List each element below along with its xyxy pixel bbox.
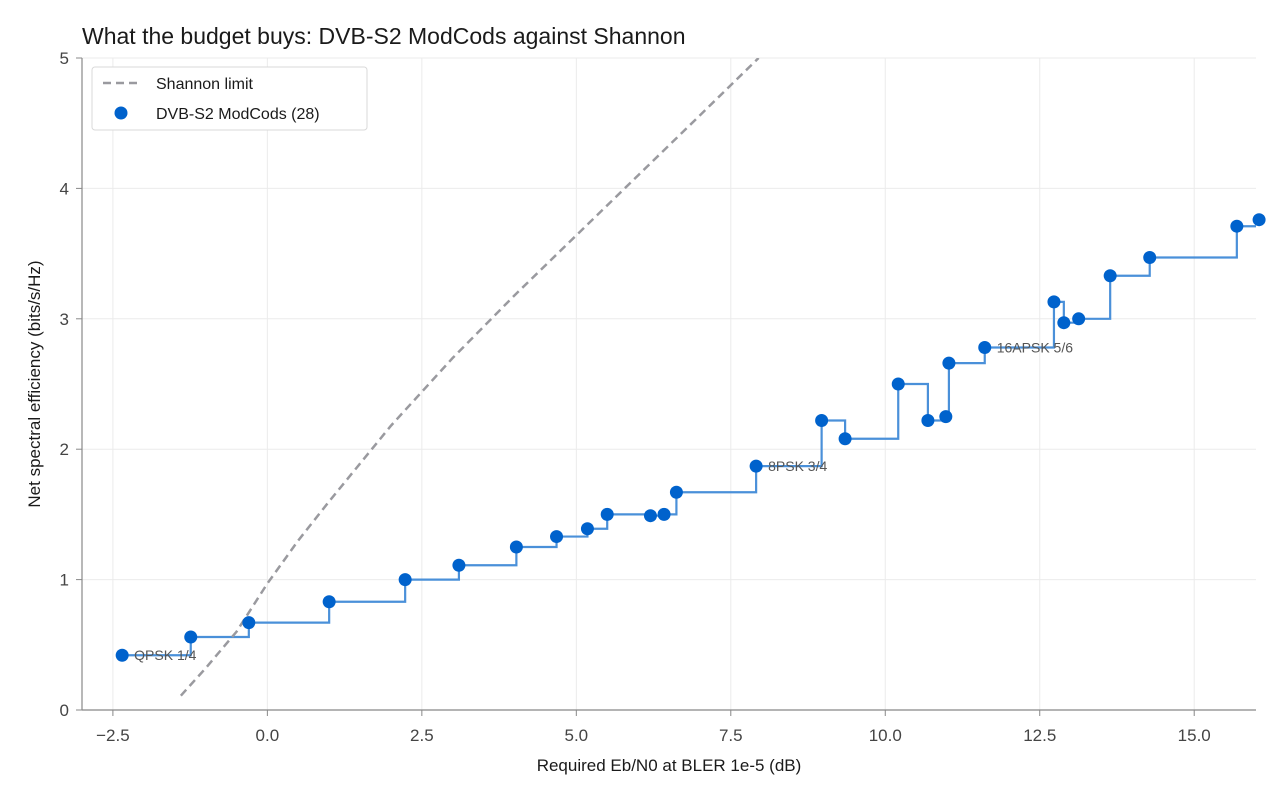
x-axis-label: Required Eb/N0 at BLER 1e-5 (dB): [537, 756, 802, 775]
axes: [81, 58, 1256, 711]
modcod-point: [921, 414, 935, 428]
modcod-point: [1143, 251, 1157, 265]
modcod-point: [1103, 269, 1117, 283]
modcod-point: [643, 509, 657, 523]
shannon-line-layer: [179, 58, 760, 697]
modcod-point: [1047, 295, 1061, 309]
modcod-point: [838, 432, 852, 446]
x-tick-label: 0.0: [256, 726, 280, 745]
modcod-point: [242, 616, 256, 630]
modcod-point: [1230, 219, 1244, 233]
modcod-annotation: 16APSK 5/6: [997, 339, 1073, 355]
modcod-point: [939, 410, 953, 424]
legend-modcod-label: DVB-S2 ModCods (28): [156, 106, 320, 123]
modcod-point: [942, 356, 956, 370]
modcod-annotation: QPSK 1/4: [134, 647, 196, 663]
legend-shannon-label: Shannon limit: [156, 76, 254, 93]
chart-title: What the budget buys: DVB-S2 ModCods aga…: [82, 23, 685, 49]
x-tick-label: −2.5: [96, 726, 130, 745]
grid: [82, 57, 1256, 711]
y-tick-label: 0: [60, 701, 69, 720]
modcod-point: [452, 558, 466, 572]
modcod-point: [749, 459, 763, 473]
legend-frame: [91, 66, 368, 131]
modcod-point: [580, 522, 594, 536]
shannon-limit-line: [179, 58, 760, 697]
x-tick-label: 7.5: [719, 726, 743, 745]
x-tick-label: 15.0: [1178, 726, 1211, 745]
modcod-point: [115, 648, 129, 662]
modcod-point: [1252, 213, 1266, 227]
modcod-point: [184, 630, 198, 644]
modcod-point: [815, 414, 829, 428]
y-tick-label: 4: [60, 179, 69, 198]
y-tick-label: 5: [60, 49, 69, 68]
points-layer: [115, 213, 1266, 662]
y-ticks: 0 1 2 3 4 5: [60, 49, 82, 720]
y-tick-label: 2: [60, 440, 69, 459]
modcod-point: [398, 573, 412, 587]
step-line-layer: [122, 218, 1256, 657]
x-tick-label: 2.5: [410, 726, 434, 745]
y-tick-label: 3: [60, 310, 69, 329]
x-tick-label: 12.5: [1023, 726, 1056, 745]
y-axis-label: Net spectral efficiency (bits/s/Hz): [25, 260, 44, 507]
legend-modcod-swatch: [114, 106, 128, 120]
annotations-layer: QPSK 1/4 8PSK 3/4 16APSK 5/6: [134, 339, 1073, 663]
modcod-point: [600, 507, 614, 521]
modcod-point: [1057, 316, 1071, 330]
modcod-point: [891, 377, 905, 391]
modcod-point: [1072, 312, 1086, 326]
modcod-point: [657, 507, 671, 521]
legend: Shannon limit DVB-S2 ModCods (28): [91, 66, 368, 131]
y-tick-label: 1: [60, 571, 69, 590]
x-tick-label: 10.0: [869, 726, 902, 745]
x-tick-label: 5.0: [564, 726, 588, 745]
modcod-point: [978, 340, 992, 354]
modcod-step-line: [122, 218, 1256, 657]
modcod-point: [669, 485, 683, 499]
modcod-point: [550, 530, 564, 544]
modcod-point: [322, 595, 336, 609]
x-ticks: −2.5 0.0 2.5 5.0 7.5 10.0 12.5 15.0: [96, 710, 1211, 745]
modcod-annotation: 8PSK 3/4: [768, 458, 827, 474]
modcod-point: [509, 540, 523, 554]
